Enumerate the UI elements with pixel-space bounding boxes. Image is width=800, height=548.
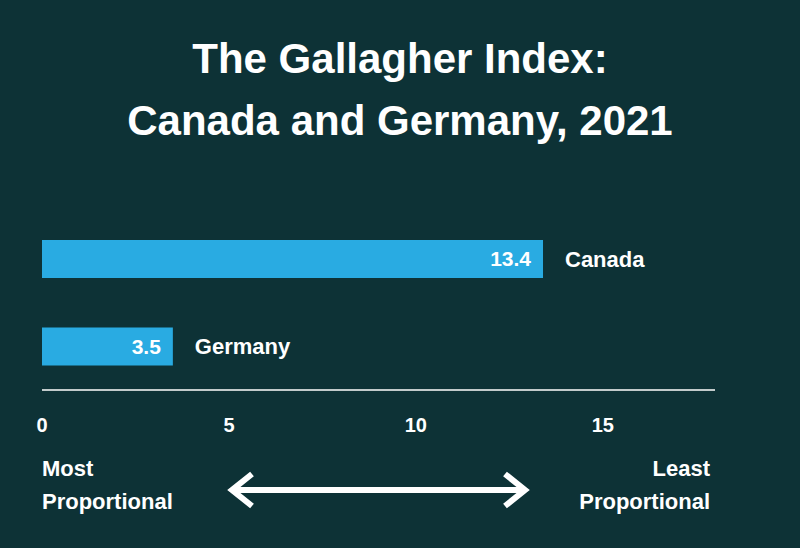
svg-text:0: 0 xyxy=(36,414,47,436)
svg-text:5: 5 xyxy=(223,414,234,436)
svg-text:Germany: Germany xyxy=(195,334,291,359)
html-text:Canada and Germany, 2021: Canada and Germany, 2021 xyxy=(127,97,673,144)
html-text:The Gallagher Index:: The Gallagher Index: xyxy=(192,35,608,82)
svg-text:3.5: 3.5 xyxy=(132,335,162,358)
svg-text:10: 10 xyxy=(405,414,427,436)
svg-text:Canada: Canada xyxy=(565,247,645,272)
html-text:Most Proportional: Most Proportional xyxy=(42,456,173,514)
svg-text:15: 15 xyxy=(592,414,614,436)
svg-text:13.4: 13.4 xyxy=(490,247,531,270)
html-text:Least Proportional: Least Proportional xyxy=(579,456,710,514)
